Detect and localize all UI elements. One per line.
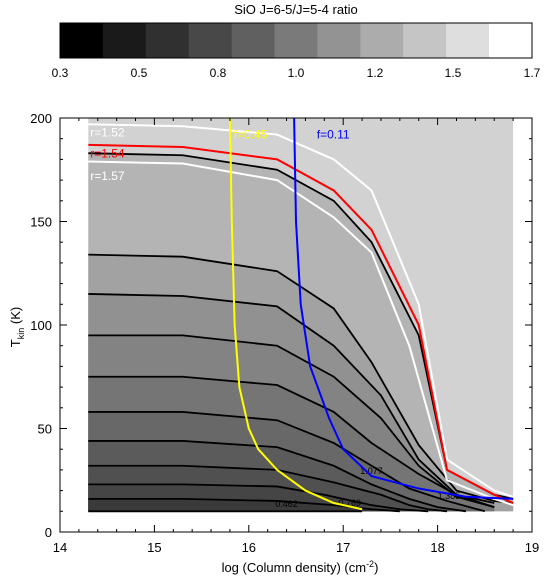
colorbar-tick-label: 1.5 — [445, 66, 462, 80]
colorbar-tick-label: 0.8 — [210, 66, 227, 80]
overlay-lines — [88, 118, 514, 511]
contour-fills — [88, 118, 514, 512]
overlay-line — [88, 160, 514, 507]
contour-line — [88, 483, 429, 513]
contour-fill-band — [88, 498, 400, 512]
contour-label: 0.462 — [275, 499, 298, 509]
colorbar-frame — [59, 22, 533, 59]
x-tick-label: 16 — [242, 540, 256, 555]
contour-line — [88, 334, 495, 509]
colorbar-swatch — [231, 23, 276, 58]
x-tick-label: 17 — [336, 540, 350, 555]
contour-line — [88, 464, 448, 513]
y-tick-label: 0 — [45, 525, 52, 540]
colorbar-tick-label: 0.5 — [131, 66, 148, 80]
colorbar-swatch — [403, 23, 447, 58]
overlay-label: r=1.57 — [90, 169, 125, 183]
contour-line — [88, 440, 467, 513]
contour-line — [88, 293, 495, 504]
x-tick-label: 14 — [53, 540, 67, 555]
contour-label: 1.077 — [360, 466, 383, 476]
colorbar-swatch — [145, 23, 190, 58]
colorbar-tick-label: 1.2 — [367, 66, 384, 80]
colorbar-swatch — [60, 23, 104, 58]
overlay-line — [88, 123, 514, 498]
axis-ticks: 14 15 16 17 18 19 0 50 100 150 200 — [30, 111, 539, 555]
colorbar-swatch — [489, 23, 533, 58]
x-axis-label: log (Column density) (cm-2) — [222, 559, 379, 575]
colorbar-title: SiO J=6-5/J=5-4 ratio — [234, 2, 358, 17]
overlay-label: r=1.52 — [90, 126, 125, 140]
colorbar-tick-label: 1.0 — [288, 66, 305, 80]
y-tick-label: 200 — [30, 111, 52, 126]
x-tick-label: 15 — [147, 540, 161, 555]
y-tick-label: 100 — [30, 318, 52, 333]
contour-label: 0.769 — [338, 498, 361, 508]
colorbar-swatch — [317, 23, 361, 58]
overlay-label: r=1.54 — [90, 146, 125, 160]
overlay-label: f=0.45 — [234, 128, 268, 142]
y-tick-label: 150 — [30, 215, 52, 230]
colorbar-swatch — [360, 23, 404, 58]
colorbar-swatch — [446, 23, 490, 58]
colorbar-tick-label: 1.7 — [524, 66, 541, 80]
colorbar-tick-labels: 0.3 0.5 0.8 1.0 1.2 1.5 1.7 — [52, 66, 541, 80]
colorbar-tick-label: 0.3 — [52, 66, 69, 80]
overlay-line — [293, 118, 514, 500]
overlay-line — [88, 143, 514, 504]
colorbar-swatches — [60, 23, 533, 58]
contour-label: 1.385 — [438, 491, 461, 501]
colorbar-swatch — [274, 23, 318, 58]
contour-line — [88, 497, 400, 513]
x-tick-label: 19 — [525, 540, 539, 555]
y-tick-label: 50 — [38, 422, 52, 437]
x-tick-label: 18 — [430, 540, 444, 555]
y-axis-label: Tkin (K) — [8, 307, 26, 347]
overlay-label: f=0.11 — [317, 128, 350, 142]
overlay-line — [228, 118, 363, 511]
contour-lines: 0.462 0.769 1.077 1.385 — [88, 152, 514, 513]
overlay-labels: r=1.52 r=1.54 r=1.57 f=0.45 f=0.11 — [90, 126, 350, 183]
contour-line — [88, 411, 486, 513]
colorbar-swatch — [102, 23, 147, 58]
colorbar-swatch — [188, 23, 233, 58]
